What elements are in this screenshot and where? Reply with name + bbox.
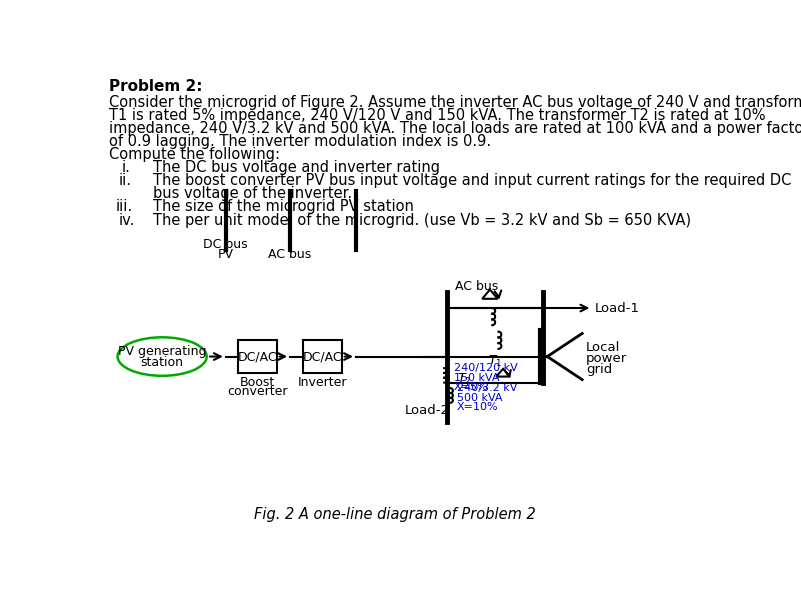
Text: Consider the microgrid of Figure 2. Assume the inverter AC bus voltage of 240 V : Consider the microgrid of Figure 2. Assu… bbox=[110, 95, 801, 110]
Text: iii.: iii. bbox=[115, 199, 133, 214]
Text: iv.: iv. bbox=[119, 213, 135, 227]
Text: DC/AC: DC/AC bbox=[303, 351, 342, 364]
Text: ii.: ii. bbox=[119, 173, 131, 188]
Text: The size of the microgrid PV station: The size of the microgrid PV station bbox=[153, 199, 413, 214]
Text: X=10%: X=10% bbox=[457, 402, 498, 412]
Text: $T_2$: $T_2$ bbox=[457, 372, 471, 387]
Text: converter: converter bbox=[227, 385, 288, 398]
Text: The per unit model of the microgrid. (use Vb = 3.2 kV and Sb = 650 KVA): The per unit model of the microgrid. (us… bbox=[153, 213, 691, 227]
Text: Local: Local bbox=[586, 341, 621, 354]
Text: 240/120 kV: 240/120 kV bbox=[453, 364, 517, 374]
Text: AC bus: AC bus bbox=[268, 248, 312, 261]
Text: bus voltage of the inverter.: bus voltage of the inverter. bbox=[153, 186, 352, 201]
Text: Boost: Boost bbox=[239, 376, 275, 389]
Text: Problem 2:: Problem 2: bbox=[110, 79, 203, 94]
Text: 150 kVA: 150 kVA bbox=[453, 373, 499, 383]
Text: PV generating: PV generating bbox=[118, 346, 207, 358]
Text: Compute the following:: Compute the following: bbox=[110, 147, 280, 162]
Text: Load-1: Load-1 bbox=[594, 301, 639, 315]
Text: Inverter: Inverter bbox=[298, 376, 348, 389]
Text: Load-2: Load-2 bbox=[405, 404, 449, 417]
Text: DC/AC: DC/AC bbox=[238, 351, 277, 364]
Text: Fig. 2 A one-line diagram of Problem 2: Fig. 2 A one-line diagram of Problem 2 bbox=[254, 507, 536, 522]
Text: PV: PV bbox=[218, 248, 234, 261]
Text: 500 kVA: 500 kVA bbox=[457, 393, 502, 403]
Text: i.: i. bbox=[122, 160, 131, 175]
Text: of 0.9 lagging. The inverter modulation index is 0.9.: of 0.9 lagging. The inverter modulation … bbox=[110, 134, 492, 149]
Text: 240/3.2 kV: 240/3.2 kV bbox=[457, 383, 517, 393]
Text: grid: grid bbox=[586, 363, 612, 376]
Text: station: station bbox=[141, 356, 183, 369]
Text: $T_1$: $T_1$ bbox=[488, 354, 502, 370]
Text: T1 is rated 5% impedance, 240 V/120 V and 150 kVA. The transformer T2 is rated a: T1 is rated 5% impedance, 240 V/120 V an… bbox=[110, 108, 766, 123]
Text: DC bus: DC bus bbox=[203, 238, 248, 251]
Text: power: power bbox=[586, 352, 627, 365]
Text: impedance, 240 V/3.2 kV and 500 kVA. The local loads are rated at 100 kVA and a : impedance, 240 V/3.2 kV and 500 kVA. The… bbox=[110, 121, 801, 136]
Text: The DC bus voltage and inverter rating: The DC bus voltage and inverter rating bbox=[153, 160, 440, 175]
Text: The boost converter PV bus input voltage and input current ratings for the requi: The boost converter PV bus input voltage… bbox=[153, 173, 791, 188]
Text: X=5%: X=5% bbox=[453, 382, 488, 392]
Text: AC bus: AC bus bbox=[455, 281, 498, 293]
